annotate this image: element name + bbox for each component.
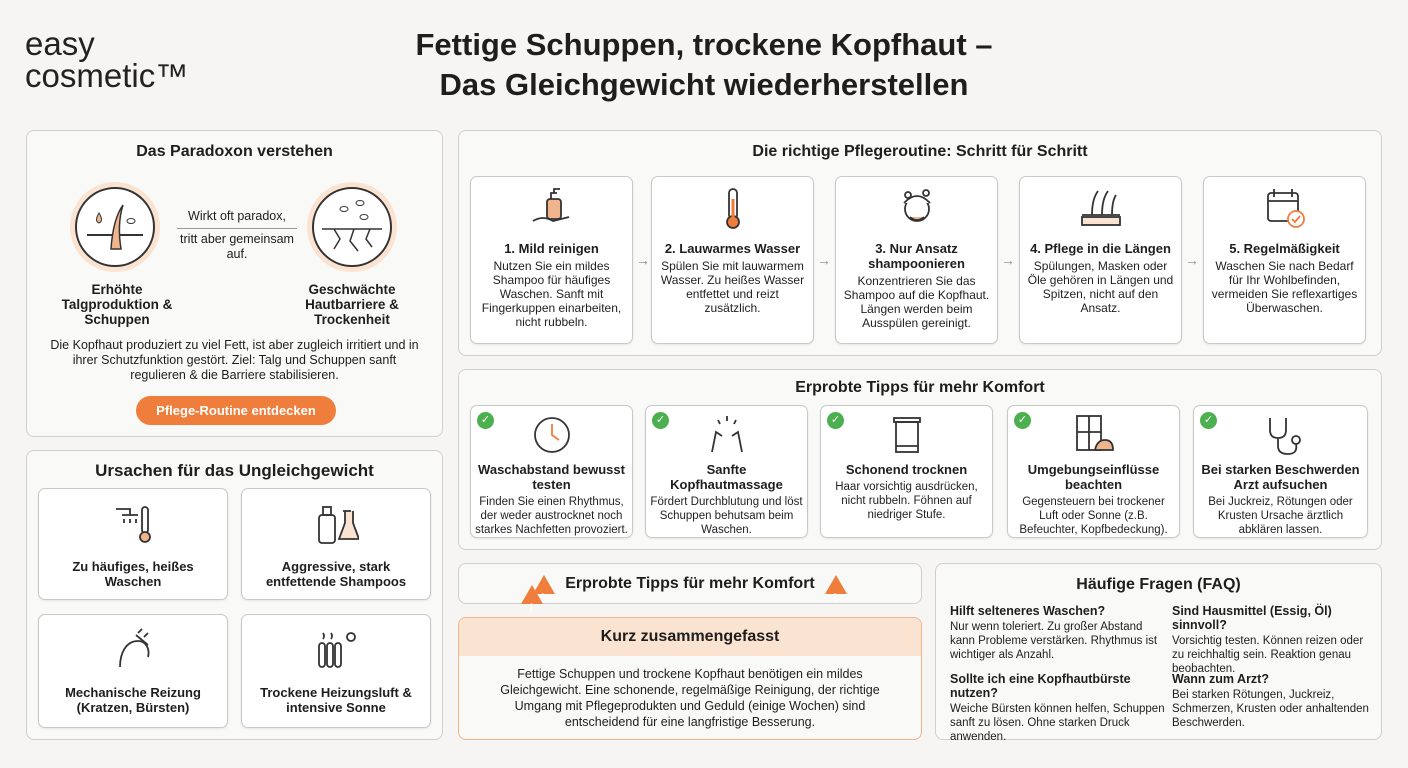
calendar-check-icon bbox=[1266, 189, 1305, 228]
warning-bar: Erprobte Tipps für mehr Komfort bbox=[458, 563, 1303, 628]
warning-icon bbox=[532, 574, 555, 618]
cause-card: Mechanische Reizung (Kratzen, Bürsten) bbox=[38, 614, 228, 728]
pump-bottle-hand-icon bbox=[532, 188, 569, 222]
check-icon: ✓ bbox=[652, 412, 669, 429]
routine-step: 3. Nur Ansatz shampoonieren Konzentrieren… bbox=[835, 176, 998, 344]
check-icon: ✓ bbox=[477, 412, 494, 429]
faq-item: Sollte ich eine Kopfhautbürste nutzen? We… bbox=[950, 672, 1165, 743]
summary-panel: Kurz zusammengefasst Fettige Schuppen un… bbox=[458, 617, 922, 740]
panel-title: Erprobte Tipps für mehr Komfort bbox=[795, 379, 1045, 396]
panel-title: Häufige Fragen (FAQ) bbox=[1076, 576, 1241, 593]
bottle-flask-icon bbox=[318, 506, 359, 544]
paradox-arrow: Wirkt oft paradox, tritt aber gemeinsam … bbox=[177, 209, 297, 262]
thermometer-icon bbox=[725, 188, 740, 229]
routine-step: 1. Mild reinigen Nutzen Sie ein mildes Sh… bbox=[470, 176, 633, 344]
arrow-right-icon: → bbox=[636, 252, 650, 268]
tip-card: ✓ Bei starken Beschwerden Arzt aufsuchen B… bbox=[1193, 405, 1368, 538]
arrow-right-icon: → bbox=[817, 252, 831, 268]
hair-strands-icon bbox=[1080, 190, 1121, 226]
check-icon: ✓ bbox=[827, 412, 844, 429]
page-title: Fettige Schuppen, trockene Kopfhaut – Da… bbox=[415, 27, 993, 102]
cracked-skin-icon bbox=[307, 182, 397, 272]
arrow-right-icon: → bbox=[1185, 252, 1199, 268]
routine-step: 2. Lauwarmes Wasser Spülen Sie mit lauwar… bbox=[651, 176, 814, 344]
tip-card: ✓ Schonend trocknen Haar vorsichtig ausdrü… bbox=[820, 405, 993, 538]
barrier-label: Geschwächte Hautbarriere & Trockenheit bbox=[305, 282, 399, 327]
logo: easy cosmetic™ bbox=[25, 25, 189, 94]
sebum-dandruff-icon bbox=[70, 182, 160, 272]
massage-hands-icon bbox=[710, 416, 743, 453]
panel-title: Ursachen für das Ungleichgewicht bbox=[95, 461, 374, 480]
clock-icon bbox=[533, 417, 570, 453]
routine-step: 5. Regelmäßigkeit Waschen Sie nach Bedarf… bbox=[1203, 176, 1366, 344]
sebum-label: Erhöhte Talgproduktion & Schuppen bbox=[61, 282, 173, 327]
head-foam-icon bbox=[902, 189, 931, 222]
tip-card: ✓ Umgebungseinflüsse beachten Gegensteuern… bbox=[1007, 405, 1180, 538]
warning-icon bbox=[825, 574, 848, 618]
paradox-panel: Das Paradoxon verstehen Wirkt oft parado… bbox=[26, 130, 443, 437]
arrow-right-icon: → bbox=[1001, 252, 1015, 268]
check-icon: ✓ bbox=[1200, 412, 1217, 429]
faq-item: Sind Hausmittel (Essig, Öl) sinnvoll? Vor… bbox=[1172, 604, 1364, 675]
tip-card: ✓ Sanfte Kopfhautmassage Fördert Durchblut… bbox=[645, 405, 808, 538]
cause-card: Trockene Heizungsluft & intensive Sonne bbox=[241, 614, 431, 728]
window-hat-icon bbox=[1075, 415, 1114, 451]
check-icon: ✓ bbox=[1014, 412, 1031, 429]
discover-routine-button[interactable]: Pflege-Routine entdecken bbox=[136, 396, 336, 425]
cause-card: Zu häufiges, heißes Waschen bbox=[38, 488, 228, 600]
towel-icon bbox=[892, 417, 921, 453]
routine-step: 4. Pflege in die Längen Spülungen, Masken… bbox=[1019, 176, 1182, 344]
panel-title: Die richtige Pflegeroutine: Schritt für … bbox=[752, 143, 1088, 160]
faq-item: Hilft selteneres Waschen? Nur wenn toleri… bbox=[950, 604, 1158, 661]
head-brush-icon bbox=[119, 628, 150, 668]
stethoscope-icon bbox=[1268, 418, 1301, 455]
faq-item: Wann zum Arzt? Bei starken Rötungen, Juck… bbox=[1172, 672, 1369, 729]
panel-title: Das Paradoxon verstehen bbox=[136, 143, 333, 160]
radiator-sun-icon bbox=[318, 632, 356, 668]
tip-card: ✓ Waschabstand bewusst testen Finden Sie e… bbox=[470, 405, 633, 538]
cause-card: Aggressive, stark entfettende Shampoos bbox=[241, 488, 431, 600]
summary-title: Kurz zusammengefasst bbox=[459, 618, 921, 656]
shower-thermometer-icon bbox=[116, 506, 151, 543]
faq-panel: Häufige Fragen (FAQ) Hilft selteneres Wa… bbox=[935, 563, 1382, 743]
paradox-description: Die Kopfhaut produziert zu viel Fett, is… bbox=[50, 338, 419, 382]
summary-text: Fettige Schuppen und trockene Kopfhaut b… bbox=[500, 667, 880, 729]
